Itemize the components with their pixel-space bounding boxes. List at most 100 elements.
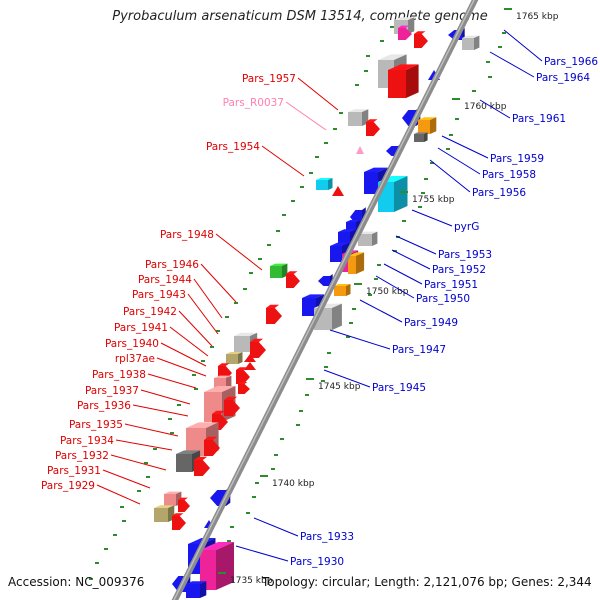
tick-mark bbox=[380, 40, 384, 42]
genes-value: 2,344 bbox=[557, 575, 592, 589]
gene-label[interactable]: Pars_1958 bbox=[482, 169, 536, 181]
tick-mark bbox=[424, 178, 428, 180]
gene-label[interactable]: Pars_1947 bbox=[392, 344, 446, 356]
gene-feature[interactable] bbox=[414, 132, 428, 142]
gene-label[interactable]: Pars_1935 bbox=[69, 419, 123, 431]
tick-mark bbox=[137, 490, 141, 492]
gene-label[interactable]: Pars_1946 bbox=[145, 259, 199, 271]
gene-label[interactable]: Pars_R0037 bbox=[223, 97, 284, 109]
gene-feature[interactable] bbox=[186, 581, 207, 598]
gene-feature[interactable] bbox=[334, 284, 351, 296]
tick-mark bbox=[305, 394, 309, 396]
ruler-label: 1735 kbp bbox=[230, 576, 273, 586]
genes-label: Genes: bbox=[511, 575, 554, 589]
gene-feature[interactable] bbox=[388, 64, 419, 98]
gene-label[interactable]: Pars_1929 bbox=[41, 480, 95, 492]
gene-feature[interactable] bbox=[286, 271, 300, 288]
gene-label[interactable]: Pars_1949 bbox=[404, 317, 458, 329]
gene-feature[interactable] bbox=[200, 542, 234, 590]
gene-label[interactable]: Pars_1948 bbox=[160, 229, 214, 241]
gene-label[interactable]: Pars_1933 bbox=[300, 531, 354, 543]
gene-label[interactable]: Pars_1957 bbox=[242, 73, 296, 85]
gene-feature[interactable] bbox=[154, 505, 175, 522]
tick-mark bbox=[472, 90, 476, 92]
gene-feature[interactable] bbox=[348, 109, 369, 126]
gene-feature[interactable] bbox=[204, 436, 220, 456]
gene-feature[interactable] bbox=[236, 367, 250, 384]
gene-feature[interactable] bbox=[266, 304, 282, 324]
gene-feature[interactable] bbox=[172, 513, 186, 530]
gene-label[interactable]: Pars_1966 bbox=[544, 56, 598, 68]
gene-label[interactable]: Pars_1944 bbox=[138, 274, 192, 286]
tick-mark bbox=[146, 476, 150, 478]
gene-label[interactable]: Pars_1950 bbox=[416, 293, 470, 305]
gene-feature[interactable] bbox=[194, 456, 210, 476]
tick-mark bbox=[309, 172, 313, 174]
gene-label[interactable]: Pars_1938 bbox=[92, 369, 146, 381]
gene-feature[interactable] bbox=[358, 231, 378, 246]
tick-mark bbox=[153, 448, 157, 450]
leader-line bbox=[124, 423, 179, 437]
gene-label[interactable]: Pars_1951 bbox=[424, 279, 478, 291]
gene-feature[interactable] bbox=[414, 31, 428, 48]
gene-label[interactable]: Pars_1931 bbox=[47, 465, 101, 477]
gene-label[interactable]: Pars_1943 bbox=[132, 289, 186, 301]
gene-label[interactable]: Pars_1934 bbox=[60, 435, 114, 447]
gene-feature[interactable] bbox=[224, 396, 240, 416]
tick-mark bbox=[352, 308, 356, 310]
length-value: 2,121,076 bp bbox=[423, 575, 504, 589]
gene-feature[interactable] bbox=[250, 338, 266, 358]
gene-label[interactable]: rpl37ae bbox=[115, 353, 155, 365]
tick-mark bbox=[267, 244, 271, 246]
gene-label[interactable]: Pars_1937 bbox=[85, 385, 139, 397]
leader-line bbox=[441, 135, 489, 159]
gene-feature[interactable] bbox=[234, 332, 258, 352]
gene-label[interactable]: Pars_1945 bbox=[372, 382, 426, 394]
gene-label[interactable]: Pars_1952 bbox=[432, 264, 486, 276]
tick-mark bbox=[144, 462, 148, 464]
tick-mark bbox=[368, 294, 372, 296]
gene-feature[interactable] bbox=[244, 354, 256, 362]
gene-feature[interactable] bbox=[244, 362, 256, 370]
gene-label[interactable]: Pars_1941 bbox=[114, 322, 168, 334]
gene-label[interactable]: Pars_1959 bbox=[490, 153, 544, 165]
tick-mark bbox=[249, 272, 253, 274]
leader-line bbox=[215, 233, 263, 271]
gene-label[interactable]: Pars_1940 bbox=[105, 338, 159, 350]
tick-mark bbox=[282, 214, 286, 216]
gene-feature[interactable] bbox=[238, 382, 250, 394]
gene-label[interactable]: Pars_1930 bbox=[290, 556, 344, 568]
gene-label[interactable]: pyrG bbox=[454, 221, 479, 233]
gene-feature[interactable] bbox=[178, 497, 190, 512]
leader-line bbox=[503, 29, 543, 62]
tick-mark bbox=[216, 330, 220, 332]
tick-mark bbox=[455, 118, 459, 120]
gene-feature[interactable] bbox=[332, 186, 344, 196]
gene-label[interactable]: Pars_1961 bbox=[512, 113, 566, 125]
gene-label[interactable]: Pars_1932 bbox=[55, 450, 109, 462]
gene-label[interactable]: Pars_1964 bbox=[536, 72, 590, 84]
gene-feature[interactable] bbox=[270, 263, 288, 278]
leader-line bbox=[253, 517, 299, 537]
leader-line bbox=[156, 357, 207, 377]
gene-feature[interactable] bbox=[348, 252, 365, 274]
gene-feature[interactable] bbox=[418, 117, 437, 134]
tick-mark bbox=[377, 264, 381, 266]
tick-mark bbox=[227, 540, 231, 542]
gene-feature[interactable] bbox=[226, 352, 243, 364]
tick-mark bbox=[122, 520, 126, 522]
gene-labels: Pars_1957 Pars_R0037 Pars_1954 Pars_1948 Par… bbox=[41, 56, 598, 568]
gene-feature[interactable] bbox=[366, 119, 380, 136]
tick-marks bbox=[89, 26, 506, 586]
gene-feature[interactable] bbox=[398, 25, 412, 40]
gene-label[interactable]: Pars_1936 bbox=[77, 400, 131, 412]
leader-line bbox=[147, 373, 197, 389]
gene-feature[interactable] bbox=[462, 35, 480, 50]
gene-label[interactable]: Pars_1954 bbox=[206, 141, 260, 153]
tick-mark bbox=[430, 162, 434, 164]
gene-feature[interactable] bbox=[356, 146, 364, 154]
gene-label[interactable]: Pars_1953 bbox=[438, 249, 492, 261]
gene-feature[interactable] bbox=[316, 178, 333, 190]
gene-label[interactable]: Pars_1942 bbox=[123, 306, 177, 318]
gene-label[interactable]: Pars_1956 bbox=[472, 187, 526, 199]
